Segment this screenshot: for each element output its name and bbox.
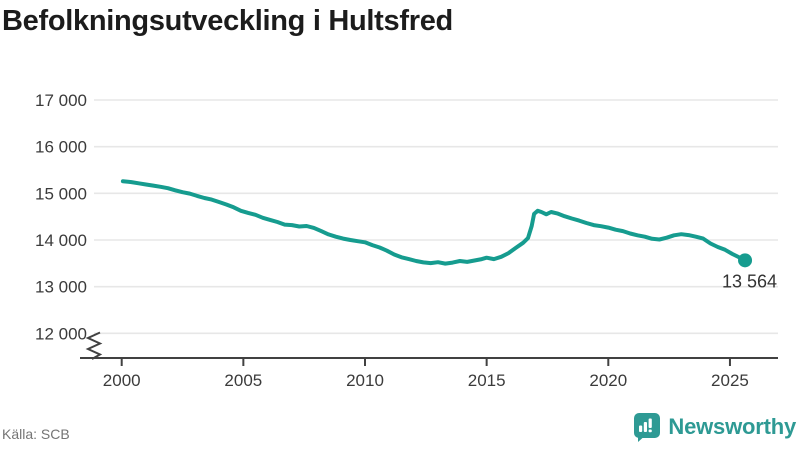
chart-title: Befolkningsutveckling i Hultsfred xyxy=(2,5,453,37)
axis-break-icon xyxy=(85,331,103,360)
y-tick-label: 15 000 xyxy=(35,184,87,203)
source-note: Källa: SCB xyxy=(2,426,70,442)
y-tick-label: 14 000 xyxy=(35,231,87,250)
latest-value-dot xyxy=(738,253,753,268)
x-tick-label: 2000 xyxy=(103,371,141,390)
x-tick-label: 2005 xyxy=(224,371,262,390)
newsworthy-logo[interactable]: Newsworthy xyxy=(633,411,796,443)
x-tick-label: 2010 xyxy=(346,371,384,390)
x-tick-label: 2020 xyxy=(589,371,627,390)
newsworthy-wordmark: Newsworthy xyxy=(668,414,796,439)
y-tick-label: 17 000 xyxy=(35,91,87,110)
newsworthy-bubble-chart-icon xyxy=(634,412,661,442)
x-tick-label: 2015 xyxy=(468,371,506,390)
latest-value-label: 13 564 xyxy=(722,271,777,291)
population-line xyxy=(120,179,747,266)
y-tick-label: 13 000 xyxy=(35,278,87,297)
y-tick-label: 12 000 xyxy=(35,324,87,343)
x-tick-label: 2025 xyxy=(711,371,749,390)
y-tick-label: 16 000 xyxy=(35,138,87,157)
